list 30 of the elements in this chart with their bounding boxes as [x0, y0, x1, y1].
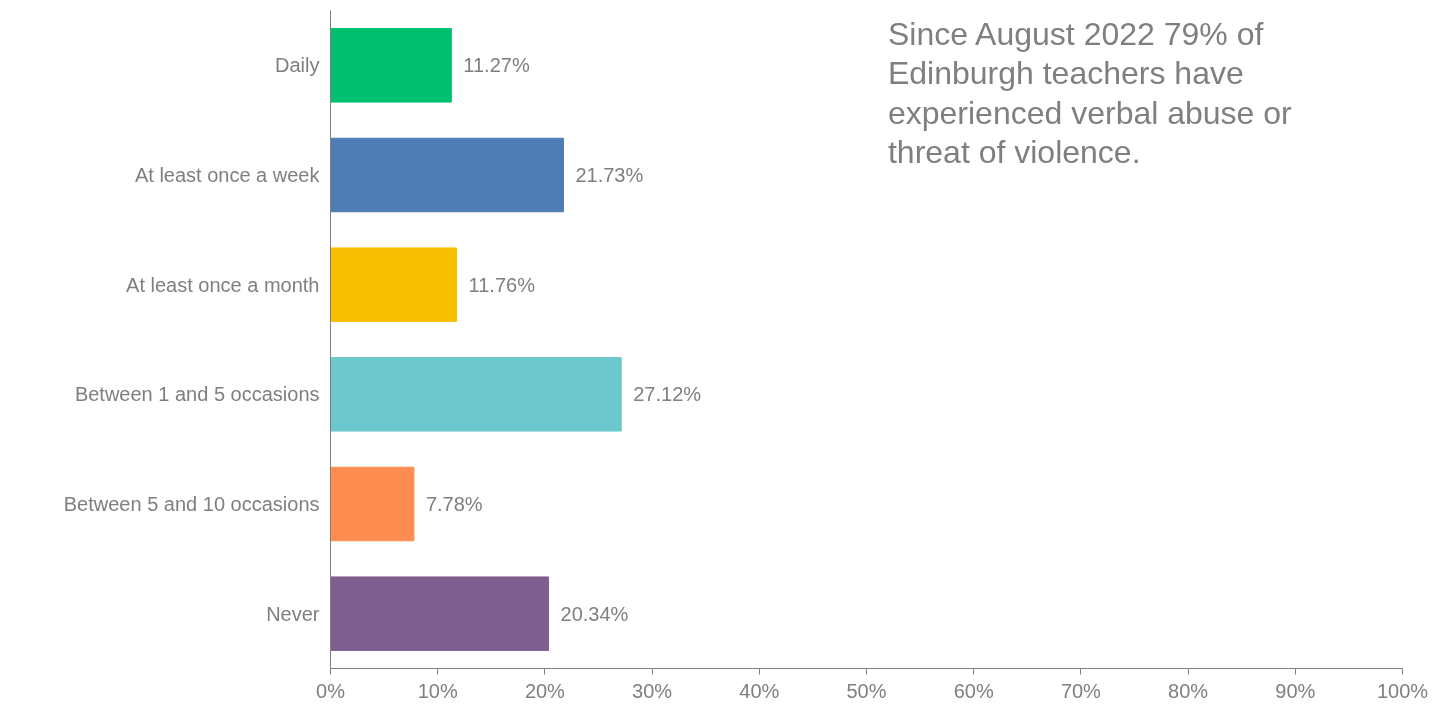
y-tick-label: Between 1 and 5 occasions	[74, 383, 320, 406]
y-tick-label: Between 5 and 10 occasions	[63, 493, 320, 515]
data-label: 21.73%	[575, 164, 644, 186]
data-label: 11.76%	[468, 273, 536, 296]
x-tick-label: 60%	[953, 679, 994, 702]
annotation: Since August 2022 79% of Edinburgh teachers have experienced verbal abuse or threat of violence.	[887, 15, 1293, 171]
x-tick-label: 30%	[632, 679, 673, 702]
x-tick-label: 40%	[739, 679, 780, 702]
data-label: 20.34%	[560, 602, 629, 625]
x-tick-label: 100%	[1376, 679, 1429, 702]
bar	[330, 28, 452, 103]
y-tick-label: Daily	[275, 54, 320, 77]
bar	[330, 247, 458, 322]
x-tick-label: 0%	[316, 679, 346, 702]
bar	[330, 357, 622, 432]
x-tick-label: 70%	[1060, 679, 1102, 702]
data-label: 27.12%	[633, 383, 702, 406]
y-tick-label: At least once a week	[134, 164, 321, 186]
bar	[330, 466, 415, 542]
x-tick-label: 90%	[1275, 679, 1316, 702]
data-label: 11.27%	[463, 54, 530, 77]
x-tick-label: 10%	[417, 679, 458, 702]
x-tick-label: 50%	[846, 679, 887, 702]
data-label: 7.78%	[425, 493, 483, 515]
bar	[330, 137, 564, 213]
bar	[330, 576, 550, 651]
x-tick-label: 80%	[1168, 679, 1209, 702]
y-tick-label: At least once a month	[126, 273, 320, 296]
x-tick-label: 20%	[524, 679, 566, 702]
y-tick-label: Never	[266, 602, 320, 625]
